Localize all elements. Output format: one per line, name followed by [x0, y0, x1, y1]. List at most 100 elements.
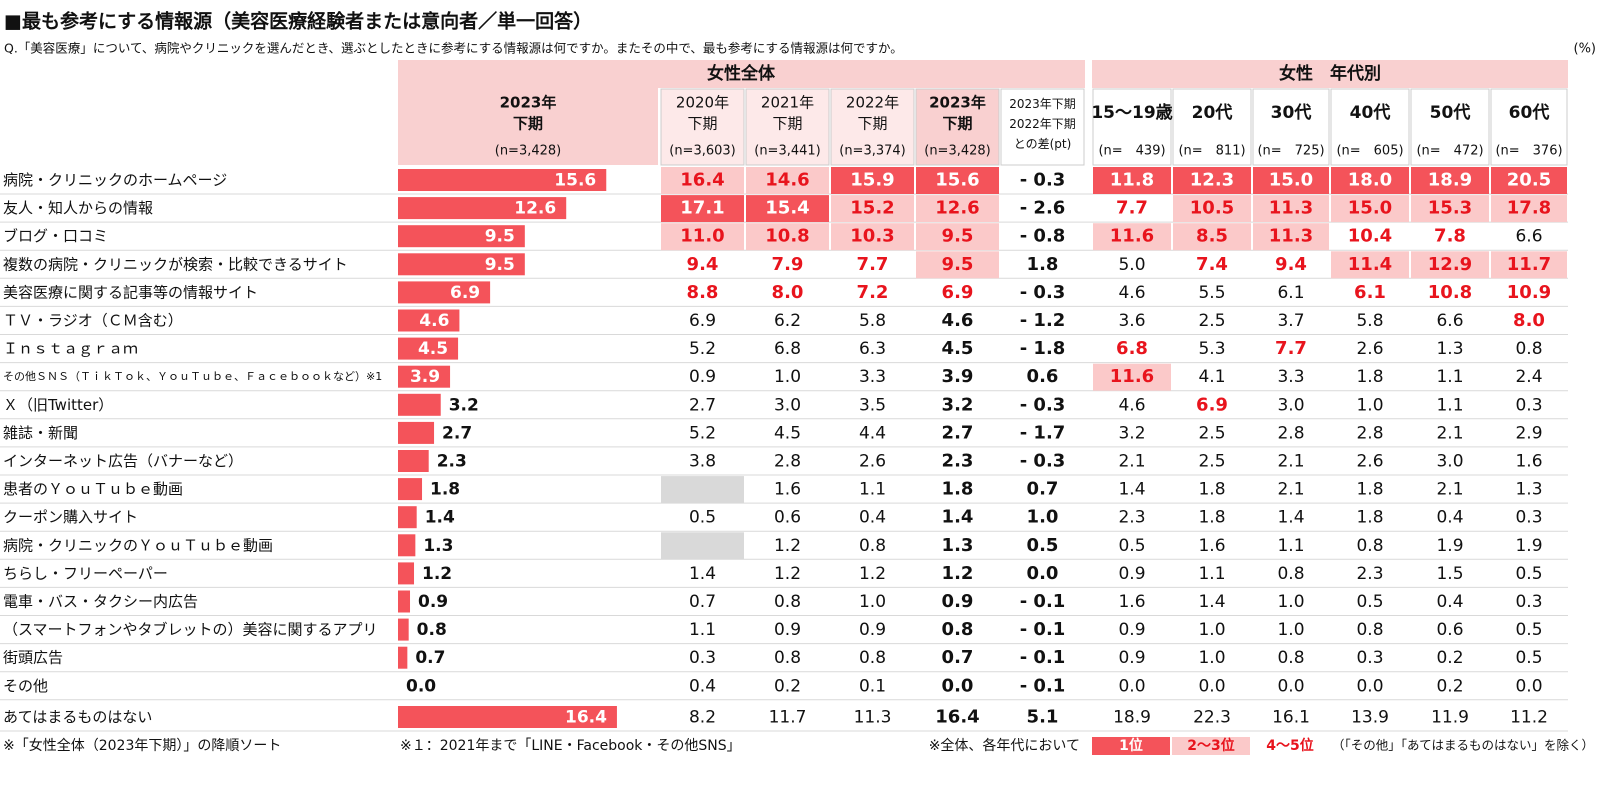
cell: 0.3 [1515, 592, 1542, 612]
cell: 15.4 [765, 198, 809, 219]
cell: 7.4 [1196, 254, 1228, 275]
row-label: 街頭広告 [3, 649, 63, 667]
cell-highlight [916, 251, 999, 279]
legend-intro: ※全体、各年代において [929, 737, 1080, 754]
cell: 5.2 [689, 423, 716, 443]
cell: 0.4 [1436, 508, 1463, 528]
cell: 5.2 [689, 339, 716, 359]
cell: 1.8 [942, 479, 974, 500]
bar [398, 225, 525, 248]
cell: 0.5 [1118, 536, 1145, 556]
cell: 3.0 [774, 395, 801, 415]
cell: 6.9 [1196, 394, 1228, 415]
cell-highlight [661, 223, 744, 251]
cell: 3.8 [689, 452, 716, 472]
cell-highlight [746, 223, 829, 251]
cell: 0.0 [1277, 676, 1304, 696]
cell-highlight [1331, 167, 1409, 194]
cell: 2.5 [1198, 423, 1225, 443]
header-label: 2023年下期 2022年下期との差(pt) [1009, 97, 1076, 151]
cell: 11.3 [1269, 198, 1313, 219]
cell: 10.8 [1428, 282, 1472, 303]
unit: (%) [1574, 42, 1597, 57]
cell: 10.5 [1190, 198, 1234, 219]
cell: - 0.1 [1020, 619, 1066, 640]
cell: 18.0 [1348, 170, 1392, 191]
cell: 0.2 [774, 676, 801, 696]
cell: 2.6 [859, 452, 886, 472]
cell: 6.1 [1277, 283, 1304, 303]
cell: 0.5 [1515, 648, 1542, 668]
cell: 2.3 [1118, 508, 1145, 528]
footnote: ※１：2021年まで「LINE・Facebook・その他SNS」 [400, 738, 741, 754]
header-n: (n= 605) [1336, 144, 1403, 159]
cell: 11.6 [1110, 226, 1154, 247]
cell: 0.5 [1027, 535, 1059, 556]
cell: 5.8 [1356, 311, 1383, 331]
cell-highlight [1411, 195, 1489, 223]
bar [398, 534, 416, 557]
cell: 2.5 [1198, 311, 1225, 331]
cell: 1.1 [859, 480, 886, 500]
cell: 10.3 [850, 226, 894, 247]
bar-label: 1.4 [425, 508, 455, 528]
cell: 1.8 [1356, 480, 1383, 500]
cell: - 2.6 [1020, 198, 1066, 219]
cell: 10.9 [1507, 282, 1551, 303]
cell: 0.9 [1118, 648, 1145, 668]
header-label: 15〜19歳 [1091, 102, 1172, 123]
bar-label: 12.6 [514, 199, 556, 219]
cell: 0.0 [1515, 676, 1542, 696]
cell: 1.1 [1436, 367, 1463, 387]
cell: 10.4 [1348, 226, 1392, 247]
bar-label: 0.9 [418, 592, 448, 612]
cell: 15.0 [1348, 198, 1392, 219]
cell: 0.9 [942, 591, 974, 612]
cell: 18.9 [1428, 170, 1472, 191]
header-n: (n=3,428) [495, 144, 562, 159]
cell: 0.8 [859, 648, 886, 668]
bar-label: 6.9 [450, 283, 480, 303]
cell-highlight [1253, 195, 1329, 223]
cell: 15.6 [935, 170, 979, 191]
cell: 11.3 [1269, 226, 1313, 247]
header-cell [1410, 88, 1490, 166]
cell: 1.5 [1436, 564, 1463, 584]
cell: 0.0 [1118, 676, 1145, 696]
cell: 1.0 [1027, 507, 1059, 528]
cell: 1.0 [774, 367, 801, 387]
bar-label: 1.2 [422, 564, 452, 584]
cell-highlight [831, 167, 914, 194]
cell: 11.8 [1110, 170, 1154, 191]
cell: 3.2 [1118, 423, 1145, 443]
cell: 15.2 [850, 198, 894, 219]
cell: 1.3 [1515, 480, 1542, 500]
cell-highlight [1491, 195, 1567, 223]
cell: - 0.3 [1020, 282, 1066, 303]
cell: 1.1 [1277, 536, 1304, 556]
header-cell [1490, 88, 1568, 166]
group-band [1092, 60, 1568, 88]
cell: 5.1 [1027, 707, 1059, 728]
cell-highlight [916, 167, 999, 194]
cell: 0.3 [689, 648, 716, 668]
header-cell [915, 88, 1000, 166]
bar-label: 16.4 [565, 708, 607, 728]
cell-highlight [661, 167, 744, 194]
cell: 4.6 [1118, 395, 1145, 415]
cell-highlight [831, 195, 914, 223]
cell: 4.5 [774, 423, 801, 443]
cell: 2.8 [1356, 423, 1383, 443]
cell: 1.4 [1198, 592, 1225, 612]
bar [398, 646, 408, 669]
cell: 9.5 [942, 254, 974, 275]
bar [398, 309, 460, 332]
cell: 4.1 [1198, 367, 1225, 387]
header-label: 2023年下期 [929, 93, 986, 132]
header-label: 2021年下期 [761, 93, 814, 132]
cell: 15.3 [1428, 198, 1472, 219]
cell: 15.9 [850, 170, 894, 191]
cell: 0.9 [859, 620, 886, 640]
cell: 10.8 [765, 226, 809, 247]
cell-highlight [1491, 167, 1567, 194]
